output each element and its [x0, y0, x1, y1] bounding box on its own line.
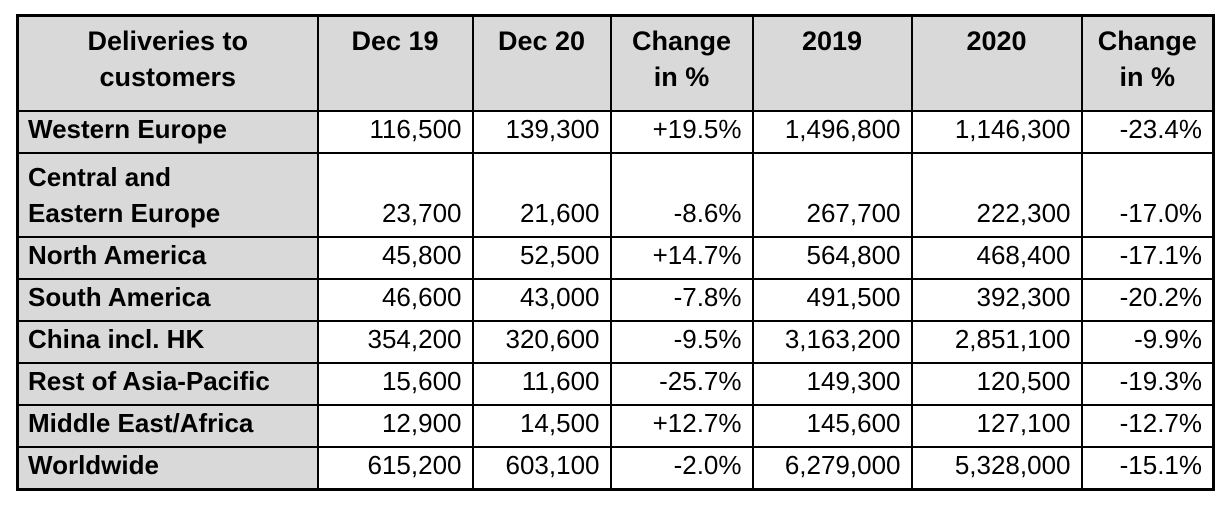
- table-cell: -25.7%: [609, 361, 754, 406]
- table-cell: 564,800: [751, 235, 913, 280]
- table-cell: 127,100: [910, 403, 1083, 449]
- table-cell: 491,500: [751, 277, 913, 322]
- table-cell: 43,000: [471, 277, 612, 322]
- table-cell: 267,700: [751, 151, 913, 238]
- table-cell: 603,100: [471, 446, 612, 491]
- table-cell: -12.7%: [1080, 403, 1215, 449]
- table-cell: 354,200: [316, 319, 474, 364]
- row-label: North America: [16, 235, 319, 280]
- table-cell: -17.0%: [1080, 151, 1215, 238]
- row-label: China incl. HK: [16, 319, 319, 364]
- col-header-2020: 2020: [910, 14, 1083, 112]
- table-row-south-america: South America 46,600 43,000 -7.8% 491,50…: [16, 277, 1215, 322]
- row-label: Western Europe: [16, 109, 319, 154]
- header-row: Deliveries to customers Dec 19 Dec 20 Ch…: [16, 14, 1215, 112]
- table-cell: +14.7%: [609, 235, 754, 280]
- table-cell: 149,300: [751, 361, 913, 406]
- row-label: South America: [16, 277, 319, 322]
- table-cell: 1,146,300: [910, 109, 1083, 154]
- table-row-middle-east-africa: Middle East/Africa 12,900 14,500 +12.7% …: [16, 403, 1215, 449]
- table-cell: 12,900: [316, 403, 474, 449]
- table-cell: +12.7%: [609, 403, 754, 449]
- row-label: Middle East/Africa: [16, 403, 319, 449]
- table-cell: 615,200: [316, 446, 474, 491]
- col-header-dec-19: Dec 19: [316, 14, 474, 112]
- table-cell: -20.2%: [1080, 277, 1215, 322]
- table-cell: 222,300: [910, 151, 1083, 238]
- table-cell: 1,496,800: [751, 109, 913, 154]
- table-cell: 11,600: [471, 361, 612, 406]
- table-row-rest-of-asia-pacific: Rest of Asia-Pacific 15,600 11,600 -25.7…: [16, 361, 1215, 406]
- table-cell: 139,300: [471, 109, 612, 154]
- col-header-dec-20: Dec 20: [471, 14, 612, 112]
- table-cell: 21,600: [471, 151, 612, 238]
- table-row-north-america: North America 45,800 52,500 +14.7% 564,8…: [16, 235, 1215, 280]
- table-cell: 5,328,000: [910, 446, 1083, 491]
- table-cell: -23.4%: [1080, 109, 1215, 154]
- col-header-change-month: Change in %: [609, 14, 754, 112]
- table-cell: 52,500: [471, 235, 612, 280]
- table-cell: 45,800: [316, 235, 474, 280]
- table-cell: -2.0%: [609, 446, 754, 491]
- table-cell: 15,600: [316, 361, 474, 406]
- table-cell: 2,851,100: [910, 319, 1083, 364]
- table-cell: -19.3%: [1080, 361, 1215, 406]
- table-cell: -7.8%: [609, 277, 754, 322]
- col-header-change-year: Change in %: [1080, 14, 1215, 112]
- table-cell: -15.1%: [1080, 446, 1215, 491]
- col-header-deliveries-to-customers: Deliveries to customers: [16, 14, 319, 112]
- table-cell: +19.5%: [609, 109, 754, 154]
- table-cell: 392,300: [910, 277, 1083, 322]
- row-label: Rest of Asia-Pacific: [16, 361, 319, 406]
- table-row-china-incl-hk: China incl. HK 354,200 320,600 -9.5% 3,1…: [16, 319, 1215, 364]
- table-cell: -9.9%: [1080, 319, 1215, 364]
- table-cell: 23,700: [316, 151, 474, 238]
- table-row-worldwide: Worldwide 615,200 603,100 -2.0% 6,279,00…: [16, 446, 1215, 491]
- deliveries-table: Deliveries to customers Dec 19 Dec 20 Ch…: [16, 14, 1215, 492]
- table-cell: 3,163,200: [751, 319, 913, 364]
- table-cell: 14,500: [471, 403, 612, 449]
- table-cell: 6,279,000: [751, 446, 913, 491]
- table-row-western-europe: Western Europe 116,500 139,300 +19.5% 1,…: [16, 109, 1215, 154]
- table-row-central-eastern-europe: Central and Eastern Europe 23,700 21,600…: [16, 151, 1215, 238]
- table-cell: 120,500: [910, 361, 1083, 406]
- table-cell: 46,600: [316, 277, 474, 322]
- table-cell: 145,600: [751, 403, 913, 449]
- table-cell: 320,600: [471, 319, 612, 364]
- col-header-2019: 2019: [751, 14, 913, 112]
- table-cell: -8.6%: [609, 151, 754, 238]
- row-label: Worldwide: [16, 446, 319, 491]
- table-cell: -9.5%: [609, 319, 754, 364]
- table-cell: -17.1%: [1080, 235, 1215, 280]
- table-cell: 468,400: [910, 235, 1083, 280]
- row-label: Central and Eastern Europe: [16, 151, 319, 238]
- table-cell: 116,500: [316, 109, 474, 154]
